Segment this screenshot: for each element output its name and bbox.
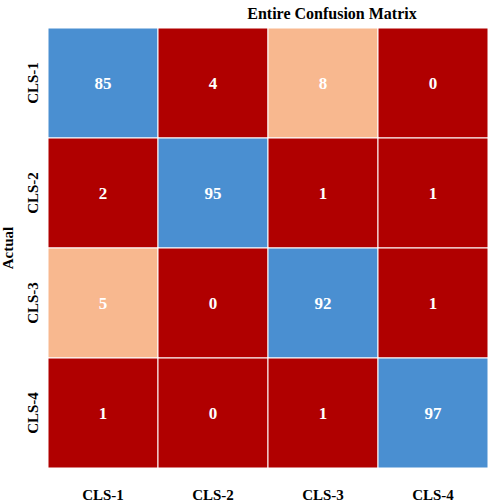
heatmap-cell	[268, 138, 378, 248]
data-label: 85	[95, 74, 112, 93]
heatmap-cell	[48, 138, 158, 248]
data-label: 97	[425, 404, 443, 423]
data-label: 95	[205, 184, 222, 203]
y-axis-label: Actual	[0, 227, 16, 270]
y-tick-label: CLS-2	[25, 172, 41, 214]
heatmap-cell	[48, 28, 158, 138]
data-label: 4	[209, 74, 218, 93]
x-tick-label: CLS-1	[82, 487, 124, 503]
heatmap-cell	[378, 248, 488, 358]
chart-title: Entire Confusion Matrix	[247, 5, 416, 22]
data-labels: 85 4 8 0 2 95 1 1 5 0 92 1 1 0 1 97	[95, 74, 443, 423]
heatmap-cell	[158, 28, 268, 138]
x-tick-label: CLS-2	[192, 487, 234, 503]
x-tick-label: CLS-4	[412, 487, 454, 503]
heatmap-cell	[158, 248, 268, 358]
heatmap-cell	[48, 248, 158, 358]
data-label: 8	[319, 74, 328, 93]
heatmap-cell	[158, 138, 268, 248]
chart-svg: Entire Confusion Matrix 85 4 8 0 2 95 1 1 5 0 92 1 1 0…	[0, 0, 496, 504]
data-label: 5	[99, 294, 108, 313]
data-label: 92	[315, 294, 332, 313]
data-label: 1	[99, 404, 108, 423]
chart-container: Entire Confusion Matrix 85 4 8 0 2 95 1 1 5 0 92 1 1 0…	[0, 0, 496, 504]
heatmap-cell	[158, 358, 268, 468]
data-label: 1	[319, 404, 328, 423]
data-label: 1	[319, 184, 328, 203]
y-tick-label: CLS-3	[25, 282, 41, 324]
y-tick-label: CLS-1	[25, 62, 41, 104]
data-label: 1	[429, 294, 438, 313]
heatmap-cell	[48, 358, 158, 468]
data-label: 0	[209, 294, 218, 313]
cells	[48, 28, 488, 468]
x-tick-label: CLS-3	[302, 487, 344, 503]
heatmap-cell	[268, 28, 378, 138]
data-label: 0	[429, 74, 438, 93]
heatmap-cell	[378, 28, 488, 138]
data-label: 1	[429, 184, 438, 203]
heatmap-cell	[378, 138, 488, 248]
heatmap-cell	[268, 248, 378, 358]
data-label: 0	[209, 404, 218, 423]
y-tick-label: CLS-4	[25, 392, 41, 434]
heatmap-cell	[378, 358, 488, 468]
data-label: 2	[99, 184, 108, 203]
heatmap-cell	[268, 358, 378, 468]
